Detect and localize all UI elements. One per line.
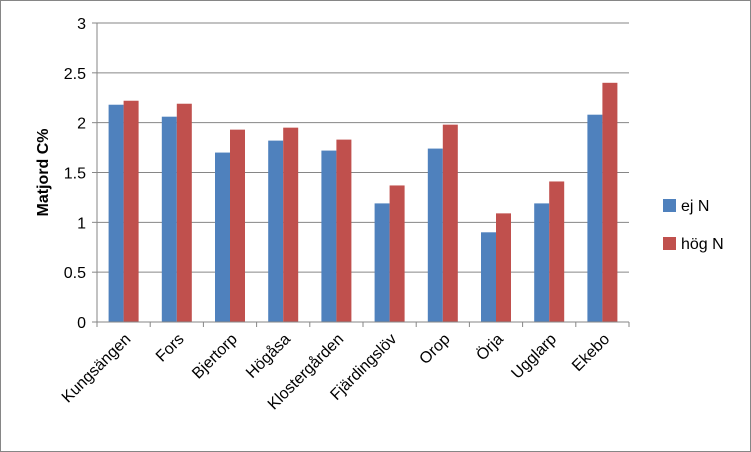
bar-hog-n	[230, 129, 245, 322]
y-tick-label: 0	[77, 315, 86, 332]
bar-hog-n	[283, 127, 299, 323]
x-axis-ticks: Kungsängen Fors Bjertorp HögåsaKlostergårde…	[59, 322, 630, 413]
bar-ej-n	[481, 232, 496, 322]
bar-hog-n	[602, 82, 618, 322]
bar-ej-n	[161, 116, 177, 322]
bar-hog-n	[123, 100, 139, 323]
y-tick-label: 3	[77, 16, 86, 33]
x-tick-label: Fors	[153, 331, 188, 366]
x-tick-label: Örja	[473, 330, 507, 364]
x-tick-label: Ekebo	[569, 331, 613, 375]
bar-ej-n	[374, 203, 390, 322]
y-tick-label: 2	[77, 116, 86, 133]
bar-hog-n	[442, 124, 458, 322]
y-tick-label: 1.5	[64, 166, 86, 183]
x-tick-label: Bjertorp	[189, 331, 241, 383]
bar-hog-n	[549, 181, 565, 322]
bar-ej-n	[268, 140, 284, 322]
y-tick-label: 0.5	[64, 265, 86, 282]
legend: ej N hög N	[663, 198, 724, 253]
bars	[108, 82, 618, 323]
legend-label: hög N	[681, 236, 724, 253]
bar-ej-n	[321, 150, 337, 322]
y-axis-ticks: 0 0.5 1 1.5 2 2.5 3	[64, 16, 97, 332]
x-tick-label: Ugglarp	[508, 331, 560, 383]
legend-swatch	[663, 199, 676, 212]
bar-ej-n	[427, 148, 443, 322]
bar-hog-n	[336, 139, 352, 322]
x-tick-label: Kungsängen	[59, 331, 135, 407]
bar-hog-n	[389, 185, 405, 322]
y-tick-label: 2.5	[64, 66, 86, 83]
legend-label: ej N	[681, 198, 709, 215]
bar-ej-n	[587, 114, 603, 323]
y-axis-label: Matjord C%	[35, 129, 52, 217]
bar-ej-n	[534, 203, 550, 322]
bar-ej-n	[215, 152, 230, 322]
y-tick-label: 1	[77, 215, 86, 232]
x-tick-label: Orop	[416, 331, 453, 368]
legend-swatch	[663, 237, 676, 250]
bar-hog-n	[496, 213, 511, 322]
x-tick-label: Högåsa	[242, 330, 294, 382]
bar-ej-n	[108, 104, 124, 322]
bar-hog-n	[176, 103, 192, 322]
